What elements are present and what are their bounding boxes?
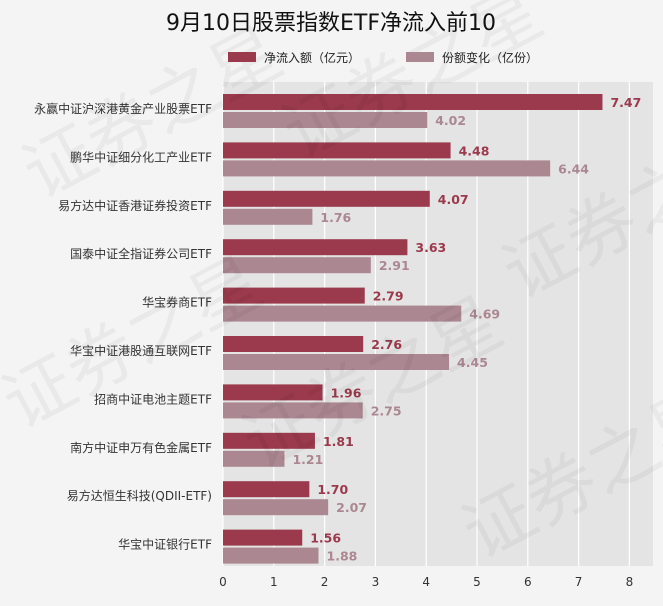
legend-swatch-share-change bbox=[406, 52, 434, 62]
bar-share-change bbox=[223, 112, 428, 128]
labels: 0 1 2 3 4 5 6 7 8 永赢中证沪深港黄金产业股票ETF 7.47 4.02 鹏华中证细分化… bbox=[34, 95, 641, 589]
bar-share-change bbox=[223, 305, 462, 322]
data-label-net-inflow: 2.79 bbox=[373, 289, 404, 304]
data-label-share-change: 1.21 bbox=[292, 452, 323, 467]
data-label-share-change: 2.07 bbox=[336, 500, 367, 515]
bar-net-inflow bbox=[223, 384, 323, 401]
category-label: 易方达恒生科技(QDII-ETF) bbox=[67, 488, 212, 503]
x-tick-label: 1 bbox=[270, 575, 278, 589]
category-label: 华宝中证银行ETF bbox=[118, 537, 212, 552]
bar-net-inflow bbox=[223, 481, 310, 498]
bar-net-inflow bbox=[223, 529, 303, 546]
bar-share-change bbox=[223, 160, 551, 177]
bar-share-change bbox=[223, 257, 371, 274]
legend: 净流入额（亿元） 份额变化（亿份） bbox=[228, 50, 538, 65]
category-label: 永赢中证沪深港黄金产业股票ETF bbox=[34, 101, 212, 116]
data-label-share-change: 4.02 bbox=[435, 113, 466, 128]
category-label: 华宝券商ETF bbox=[142, 295, 212, 310]
category-label: 南方中证申万有色金属ETF bbox=[70, 440, 212, 455]
data-label-net-inflow: 1.96 bbox=[331, 385, 362, 400]
legend-label-net-inflow: 净流入额（亿元） bbox=[264, 50, 360, 65]
bars bbox=[223, 94, 603, 564]
category-label: 国泰中证全指证券公司ETF bbox=[70, 246, 212, 261]
bar-share-change bbox=[223, 499, 329, 516]
category-label: 招商中证电池主题ETF bbox=[94, 391, 212, 406]
x-tick-label: 5 bbox=[473, 575, 481, 589]
data-label-net-inflow: 4.07 bbox=[438, 192, 469, 207]
bar-share-change bbox=[223, 450, 285, 467]
bar-net-inflow bbox=[223, 432, 315, 449]
data-label-net-inflow: 4.48 bbox=[459, 143, 490, 158]
bar-share-change bbox=[223, 402, 363, 419]
data-label-net-inflow: 2.76 bbox=[371, 337, 402, 352]
bar-net-inflow bbox=[223, 287, 365, 304]
data-label-share-change: 6.44 bbox=[558, 161, 589, 176]
category-label: 易方达中证香港证券投资ETF bbox=[58, 198, 212, 213]
data-label-share-change: 4.45 bbox=[457, 355, 488, 370]
chart-title: 9月10日股票指数ETF净流入前10 bbox=[166, 11, 496, 36]
bar-net-inflow bbox=[223, 142, 451, 159]
data-label-share-change: 4.69 bbox=[469, 307, 500, 322]
data-label-net-inflow: 1.56 bbox=[310, 531, 341, 546]
data-label-net-inflow: 3.63 bbox=[415, 240, 446, 255]
data-label-share-change: 2.75 bbox=[371, 403, 402, 418]
x-tick-label: 6 bbox=[524, 575, 532, 589]
data-label-net-inflow: 1.81 bbox=[323, 434, 354, 449]
category-label: 鹏华中证细分化工产业ETF bbox=[70, 149, 212, 164]
category-label: 华宝中证港股通互联网ETF bbox=[70, 343, 212, 358]
x-tick-label: 7 bbox=[575, 575, 583, 589]
x-tick-label: 0 bbox=[219, 575, 227, 589]
x-tick-label: 3 bbox=[372, 575, 380, 589]
data-label-share-change: 1.76 bbox=[320, 210, 351, 225]
data-label-net-inflow: 7.47 bbox=[610, 95, 641, 110]
bar-share-change bbox=[223, 208, 313, 225]
x-tick-label: 4 bbox=[422, 575, 430, 589]
legend-label-share-change: 份额变化（亿份） bbox=[442, 50, 538, 65]
bar-net-inflow bbox=[223, 190, 430, 207]
legend-swatch-net-inflow bbox=[228, 52, 256, 62]
data-label-share-change: 1.88 bbox=[327, 549, 358, 564]
bar-net-inflow bbox=[223, 336, 364, 352]
bar-share-change bbox=[223, 354, 450, 370]
bar-net-inflow bbox=[223, 94, 603, 110]
bar-share-change bbox=[223, 547, 319, 564]
data-label-net-inflow: 1.70 bbox=[317, 482, 348, 497]
x-tick-label: 2 bbox=[321, 575, 329, 589]
data-label-share-change: 2.91 bbox=[379, 258, 410, 273]
x-tick-label: 8 bbox=[626, 575, 634, 589]
bar-net-inflow bbox=[223, 239, 408, 256]
